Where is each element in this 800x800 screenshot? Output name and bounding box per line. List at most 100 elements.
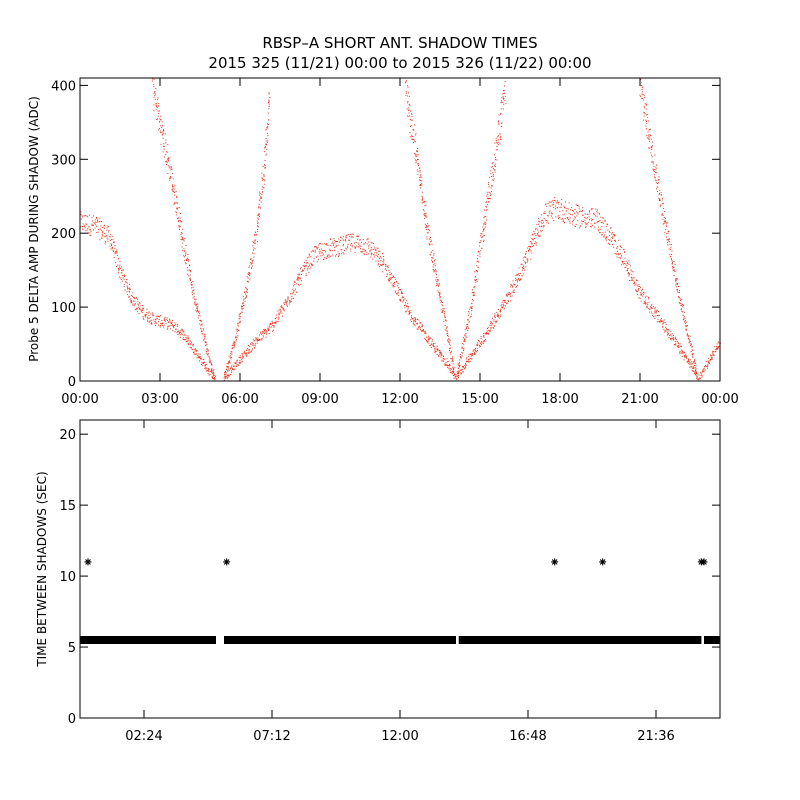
data-point [543,221,544,223]
data-point [440,300,442,302]
data-point [121,269,122,271]
data-point [300,283,302,285]
data-point [225,376,227,378]
data-point [256,220,258,222]
data-point [345,240,347,242]
data-point [237,330,239,332]
data-point [381,264,383,266]
data-point [180,233,182,235]
data-point [168,165,170,167]
data-point [294,294,296,296]
data-point [335,245,337,247]
data-point [519,272,521,274]
data-point [236,336,238,338]
data-point [498,135,500,137]
data-point [167,161,169,163]
data-point [268,330,269,331]
data-point [440,309,442,311]
data-point [387,267,389,268]
data-point [502,96,504,98]
data-point [482,231,484,233]
data-point [494,314,496,316]
data-point [162,324,164,326]
data-point [414,134,416,136]
data-point [446,329,448,331]
data-point [229,357,231,358]
data-point [468,327,470,329]
data-point [246,291,248,293]
data-point [234,342,236,344]
data-point [290,301,292,303]
data-point [481,233,483,235]
data-point [717,341,719,343]
data-point [316,247,318,249]
data-point [252,265,253,267]
x-tick-label: 03:00 [141,392,178,407]
data-point [240,316,242,318]
data-point [608,230,610,232]
data-point [658,311,660,312]
data-point [375,249,377,251]
data-point [468,314,469,316]
data-point [202,364,204,366]
data-point [253,242,254,244]
data-point [477,350,478,351]
data-point [160,125,162,127]
data-point [162,133,164,135]
data-point [174,194,176,196]
data-point [311,263,313,265]
data-point [185,263,187,264]
data-point [474,349,475,351]
data-point [208,370,210,372]
data-point [668,230,670,232]
data-point [590,226,592,227]
data-point [458,365,460,367]
data-point [696,373,698,375]
data-point [315,246,316,248]
data-point [421,326,423,328]
data-point [549,201,551,203]
data-point [672,266,674,268]
data-point [525,256,527,258]
data-point [411,116,413,118]
data-point [85,230,87,232]
data-point [496,139,498,141]
data-point [349,244,351,246]
data-point [186,341,188,342]
data-point [420,322,422,324]
data-point [263,151,265,153]
data-point [690,343,692,345]
data-point [479,253,481,255]
data-point [434,263,436,265]
data-point [127,286,129,288]
data-point [451,356,453,358]
data-point [227,365,229,367]
data-point [667,332,669,334]
x-tick-label: 09:00 [301,392,338,407]
data-point [504,299,506,301]
data-point [675,284,677,286]
data-point [428,238,430,240]
data-point [446,361,448,363]
data-point [295,288,296,290]
data-point [307,268,309,269]
data-point [202,328,204,330]
data-point [660,321,662,323]
data-point [602,232,604,234]
data-point [410,309,412,311]
data-point [343,250,345,251]
data-point [329,239,331,240]
data-point [683,355,685,357]
data-point [231,344,233,346]
data-point [426,336,428,338]
data-point [184,256,185,258]
data-point [669,335,671,336]
data-point [224,375,226,377]
data-point [104,233,106,234]
data-point [244,290,246,292]
data-point [445,364,447,366]
data-point [342,245,344,247]
data-point [383,258,385,260]
data-point [172,320,173,322]
data-point [257,337,259,339]
